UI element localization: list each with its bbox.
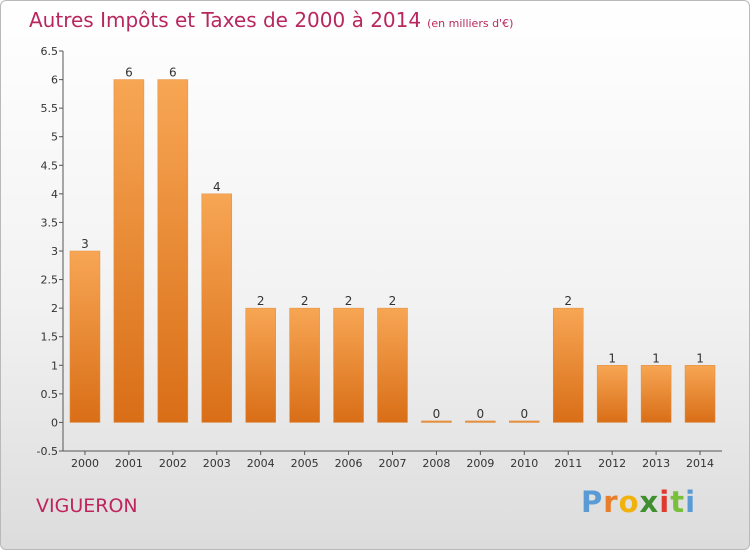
x-tick-label-2014: 2014: [686, 457, 714, 470]
bar-2009: [465, 420, 496, 423]
x-tick-label-2003: 2003: [203, 457, 231, 470]
chart-title-text: Autres Impôts et Taxes de 2000 à 2014: [29, 8, 422, 32]
data-label-2008: 0: [433, 407, 441, 421]
bar-2012: [596, 365, 628, 423]
x-tick-label-2007: 2007: [379, 457, 407, 470]
logo-letter: i: [659, 485, 671, 519]
data-label-2005: 2: [301, 294, 309, 308]
y-tick-label: 0.5: [41, 388, 59, 401]
data-label-2000: 3: [81, 237, 89, 251]
y-tick-label: 0: [51, 416, 58, 429]
y-tick-label: 4.5: [41, 159, 59, 172]
logo-letter: t: [670, 485, 686, 519]
data-label-2010: 0: [520, 407, 528, 421]
bar-2001: [113, 79, 145, 423]
bar-2007: [377, 307, 408, 423]
bar-2008: [421, 420, 452, 423]
data-label-2014: 1: [696, 351, 704, 365]
chart-unit: (en milliers d'€): [427, 17, 514, 30]
data-label-2001: 6: [125, 66, 133, 80]
proxiti-logo: Proxiti: [581, 485, 696, 519]
x-tick-label-2002: 2002: [159, 457, 187, 470]
logo-letter: r: [603, 485, 619, 519]
logo-letter: o: [618, 485, 640, 519]
bar-2005: [289, 307, 320, 423]
x-tick-label-2008: 2008: [422, 457, 450, 470]
data-label-2013: 1: [652, 351, 660, 365]
bar-2011: [552, 307, 584, 423]
data-label-2007: 2: [389, 294, 397, 308]
y-tick-label: 5: [51, 131, 58, 144]
x-tick-label-2000: 2000: [71, 457, 99, 470]
x-tick-label-2001: 2001: [115, 457, 143, 470]
bar-2003: [201, 193, 233, 423]
bar-2002: [157, 79, 189, 423]
data-label-2003: 4: [213, 180, 221, 194]
data-label-2011: 2: [564, 294, 572, 308]
commune-name: VIGUERON: [36, 495, 138, 517]
bar-2000: [69, 250, 101, 423]
x-tick-label-2005: 2005: [291, 457, 319, 470]
y-tick-label: 1: [51, 359, 58, 372]
y-tick-label: 1.5: [41, 331, 59, 344]
x-tick-label-2010: 2010: [510, 457, 538, 470]
data-label-2009: 0: [477, 407, 485, 421]
logo-letter: i: [685, 485, 697, 519]
bar-2014: [684, 365, 716, 423]
logo-letter: x: [639, 485, 660, 519]
logo-letter: P: [581, 485, 604, 519]
y-tick-label: 3: [51, 245, 58, 258]
y-tick-label: 6.5: [41, 45, 59, 58]
bar-2013: [640, 365, 672, 423]
bar-2010: [509, 420, 540, 423]
data-label-2004: 2: [257, 294, 265, 308]
data-label-2012: 1: [608, 351, 616, 365]
y-tick-label: 3.5: [41, 216, 59, 229]
bar-2006: [333, 307, 364, 423]
data-label-2006: 2: [345, 294, 353, 308]
x-tick-label-2011: 2011: [554, 457, 582, 470]
chart-title: Autres Impôts et Taxes de 2000 à 2014 (en…: [29, 8, 513, 32]
data-label-2002: 6: [169, 66, 177, 80]
y-tick-label: 5.5: [41, 102, 59, 115]
y-tick-label: 2.5: [41, 274, 59, 287]
x-tick-label-2009: 2009: [466, 457, 494, 470]
y-tick-label: 4: [51, 188, 58, 201]
x-tick-label-2013: 2013: [642, 457, 670, 470]
x-tick-label-2012: 2012: [598, 457, 626, 470]
bar-2004: [245, 307, 276, 423]
x-tick-label-2004: 2004: [247, 457, 275, 470]
y-tick-label: 2: [51, 302, 58, 315]
y-tick-label: 6: [51, 74, 58, 87]
x-tick-label-2006: 2006: [335, 457, 363, 470]
y-tick-label: -0.5: [37, 445, 58, 458]
